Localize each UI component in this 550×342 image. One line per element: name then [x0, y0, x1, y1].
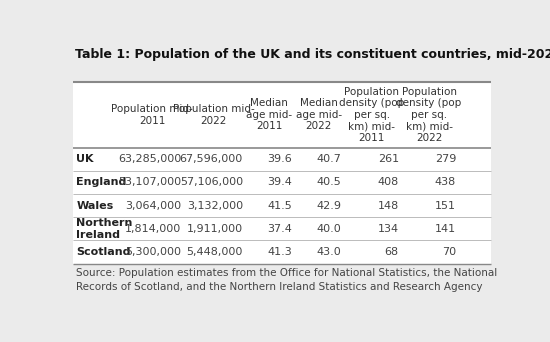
Text: Median
age mid-
2011: Median age mid- 2011: [246, 98, 293, 131]
Text: Median
age mid-
2022: Median age mid- 2022: [295, 98, 342, 131]
Text: 40.0: 40.0: [317, 224, 342, 234]
Text: Scotland: Scotland: [76, 247, 131, 257]
Text: Source: Population estimates from the Office for National Statistics, the Nation: Source: Population estimates from the Of…: [76, 267, 498, 291]
Text: 151: 151: [435, 201, 456, 211]
Text: Table 1: Population of the UK and its constituent countries, mid-2022 and mid-20: Table 1: Population of the UK and its co…: [75, 48, 550, 61]
Text: 53,107,000: 53,107,000: [118, 177, 181, 187]
Text: 438: 438: [435, 177, 456, 187]
Text: 1,814,000: 1,814,000: [125, 224, 181, 234]
Text: 39.6: 39.6: [267, 154, 292, 164]
Text: Population mid-
2011: Population mid- 2011: [111, 104, 193, 126]
Text: Population mid-
2022: Population mid- 2022: [173, 104, 255, 126]
Text: UK: UK: [76, 154, 94, 164]
Text: 3,132,000: 3,132,000: [187, 201, 243, 211]
Text: 3,064,000: 3,064,000: [125, 201, 181, 211]
Text: 279: 279: [434, 154, 456, 164]
Text: Northern
Ireland: Northern Ireland: [76, 218, 133, 240]
Text: Population
density (pop
per sq.
km) mid-
2022: Population density (pop per sq. km) mid-…: [397, 87, 462, 143]
Text: 148: 148: [377, 201, 399, 211]
Text: Wales: Wales: [76, 201, 114, 211]
Text: 42.9: 42.9: [317, 201, 342, 211]
Text: 68: 68: [384, 247, 399, 257]
Text: 41.5: 41.5: [267, 201, 292, 211]
Text: 5,448,000: 5,448,000: [186, 247, 243, 257]
Text: 1,911,000: 1,911,000: [187, 224, 243, 234]
Text: 408: 408: [377, 177, 399, 187]
Text: 40.7: 40.7: [317, 154, 342, 164]
Text: 261: 261: [378, 154, 399, 164]
Text: 70: 70: [442, 247, 456, 257]
FancyBboxPatch shape: [73, 82, 491, 264]
Text: 43.0: 43.0: [317, 247, 342, 257]
Text: 134: 134: [378, 224, 399, 234]
Text: England: England: [76, 177, 127, 187]
Text: 37.4: 37.4: [267, 224, 292, 234]
Text: 39.4: 39.4: [267, 177, 292, 187]
Text: 63,285,000: 63,285,000: [118, 154, 181, 164]
Text: 67,596,000: 67,596,000: [180, 154, 243, 164]
Text: Population
density (pop
per sq.
km) mid-
2011: Population density (pop per sq. km) mid-…: [339, 87, 404, 143]
Text: 5,300,000: 5,300,000: [125, 247, 181, 257]
Text: 41.3: 41.3: [267, 247, 292, 257]
Text: 141: 141: [435, 224, 456, 234]
Text: 40.5: 40.5: [317, 177, 342, 187]
Text: 57,106,000: 57,106,000: [180, 177, 243, 187]
